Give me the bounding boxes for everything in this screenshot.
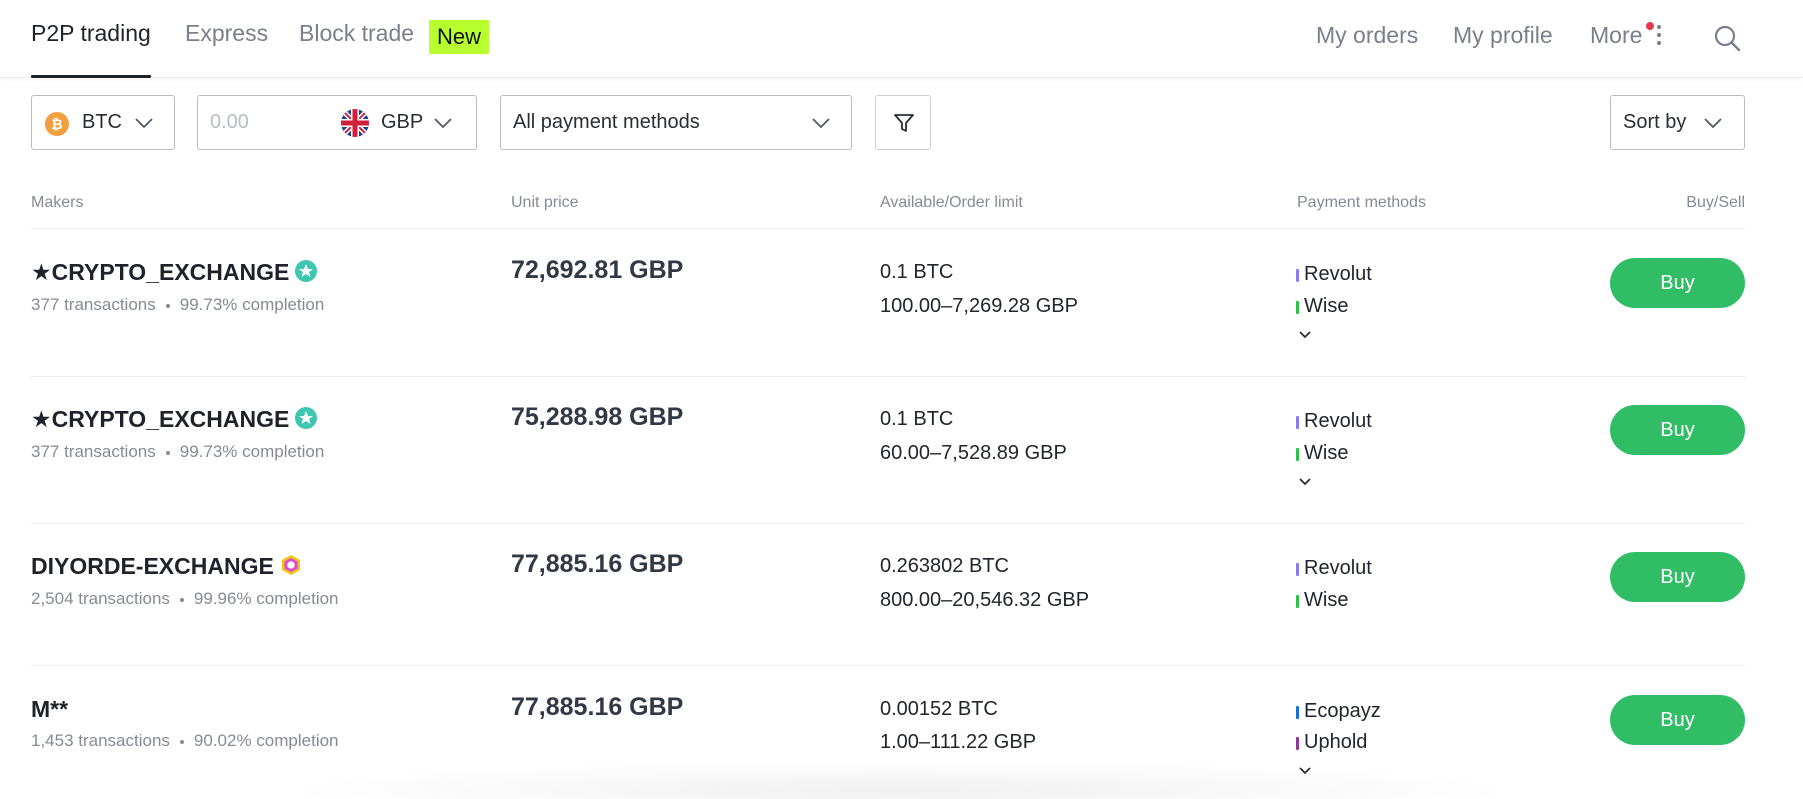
chevron-down-icon bbox=[434, 118, 452, 128]
maker-name[interactable]: M** bbox=[31, 696, 68, 723]
my-orders-link[interactable]: My orders bbox=[1316, 22, 1419, 48]
unit-price: 75,288.98 GBP bbox=[511, 403, 684, 431]
maker-name[interactable]: ★CRYPTO_EXCHANGE bbox=[31, 259, 318, 286]
uk-flag-icon bbox=[341, 109, 369, 137]
payment-method-revolut: Revolut bbox=[1296, 263, 1372, 286]
maker-stats: 1,453 transactions 90.02% completion bbox=[31, 731, 339, 751]
payment-method-wise: Wise bbox=[1296, 295, 1348, 318]
completion-rate: 99.73% completion bbox=[179, 295, 325, 314]
available-amount: 0.1 BTC bbox=[880, 408, 954, 430]
bitcoin-icon: ₿ bbox=[45, 112, 69, 136]
unit-price: 77,885.16 GBP bbox=[511, 693, 684, 721]
payment-method-wise: Wise bbox=[1296, 589, 1348, 612]
column-header-makers: Makers bbox=[31, 194, 84, 211]
transaction-count: 377 transactions bbox=[31, 295, 156, 314]
payment-method-ecopayz: Ecopayz bbox=[1296, 700, 1381, 723]
buy-button[interactable]: Buy bbox=[1610, 405, 1745, 455]
verified-star-badge-icon bbox=[295, 407, 318, 429]
payment-method-revolut: Revolut bbox=[1296, 410, 1372, 433]
unit-price: 77,885.16 GBP bbox=[511, 550, 684, 578]
more-dots-icon[interactable] bbox=[1656, 25, 1662, 51]
buy-button[interactable]: Buy bbox=[1610, 552, 1745, 602]
payment-method-wise: Wise bbox=[1296, 442, 1348, 465]
more-menu[interactable]: More bbox=[1590, 22, 1643, 48]
hexagon-badge-icon bbox=[281, 555, 300, 575]
available-amount: 0.00152 BTC bbox=[880, 698, 998, 720]
amount-currency-field[interactable]: 0.00 GBP bbox=[197, 95, 477, 150]
completion-rate: 90.02% completion bbox=[193, 731, 339, 750]
unit-price: 72,692.81 GBP bbox=[511, 256, 684, 284]
transaction-count: 1,453 transactions bbox=[31, 731, 170, 750]
column-header-unit-price: Unit price bbox=[511, 194, 579, 211]
chevron-down-icon bbox=[812, 118, 830, 128]
row-divider bbox=[31, 523, 1745, 524]
maker-name-text[interactable]: M** bbox=[31, 696, 69, 722]
header-divider bbox=[31, 228, 1745, 229]
my-profile-link[interactable]: My profile bbox=[1453, 22, 1553, 48]
filter-button[interactable] bbox=[875, 95, 931, 150]
available-amount: 0.263802 BTC bbox=[880, 555, 1009, 577]
amount-input[interactable]: 0.00 bbox=[210, 111, 249, 133]
order-limit: 800.00–20,546.32 GBP bbox=[880, 589, 1090, 611]
maker-name[interactable]: DIYORDE-EXCHANGE bbox=[31, 553, 303, 580]
row-divider bbox=[31, 665, 1745, 666]
tab-block-trade[interactable]: Block trade bbox=[299, 20, 415, 46]
search-icon[interactable] bbox=[1713, 24, 1741, 52]
maker-stats: 2,504 transactions 99.96% completion bbox=[31, 589, 339, 609]
chevron-down-icon bbox=[135, 118, 153, 128]
expand-methods-chevron-icon[interactable] bbox=[1298, 767, 1312, 775]
transaction-count: 377 transactions bbox=[31, 442, 156, 461]
order-limit: 1.00–111.22 GBP bbox=[880, 731, 1037, 753]
maker-name-text[interactable]: DIYORDE-EXCHANGE bbox=[31, 553, 274, 579]
expand-methods-chevron-icon[interactable] bbox=[1298, 478, 1312, 486]
column-header-available: Available/Order limit bbox=[880, 194, 1023, 211]
chevron-down-icon bbox=[1704, 118, 1722, 128]
filter-icon bbox=[894, 114, 914, 132]
notification-dot bbox=[1646, 22, 1654, 30]
transaction-count: 2,504 transactions bbox=[31, 589, 170, 608]
order-limit: 60.00–7,528.89 GBP bbox=[880, 442, 1067, 464]
column-header-buy-sell: Buy/Sell bbox=[1686, 194, 1745, 211]
order-limit: 100.00–7,269.28 GBP bbox=[880, 295, 1078, 317]
verified-star-badge-icon bbox=[295, 260, 318, 282]
maker-name-text[interactable]: ★CRYPTO_EXCHANGE bbox=[31, 259, 290, 285]
top-navigation: P2P trading Express Block trade New My o… bbox=[0, 0, 1803, 78]
available-amount: 0.1 BTC bbox=[880, 261, 954, 283]
completion-rate: 99.96% completion bbox=[193, 589, 339, 608]
completion-rate: 99.73% completion bbox=[179, 442, 325, 461]
tab-p2p-trading[interactable]: P2P trading bbox=[31, 20, 151, 78]
buy-button[interactable]: Buy bbox=[1610, 258, 1745, 308]
currency-value: GBP bbox=[381, 111, 424, 133]
crypto-select[interactable]: ₿ BTC bbox=[31, 95, 175, 150]
maker-name[interactable]: ★CRYPTO_EXCHANGE bbox=[31, 406, 318, 433]
expand-methods-chevron-icon[interactable] bbox=[1298, 331, 1312, 339]
payment-method-uphold: Uphold bbox=[1296, 731, 1367, 754]
new-badge: New bbox=[429, 20, 490, 54]
buy-button[interactable]: Buy bbox=[1610, 695, 1745, 745]
payment-method-revolut: Revolut bbox=[1296, 557, 1372, 580]
bottom-shadow bbox=[270, 760, 1530, 799]
maker-stats: 377 transactions 99.73% completion bbox=[31, 442, 324, 462]
crypto-select-value: BTC bbox=[82, 111, 122, 133]
row-divider bbox=[31, 376, 1745, 377]
column-header-payment: Payment methods bbox=[1297, 194, 1426, 211]
maker-name-text[interactable]: ★CRYPTO_EXCHANGE bbox=[31, 406, 290, 432]
payment-method-select[interactable]: All payment methods bbox=[500, 95, 852, 150]
sort-select[interactable]: Sort by bbox=[1610, 95, 1745, 150]
tab-express[interactable]: Express bbox=[185, 20, 269, 46]
maker-stats: 377 transactions 99.73% completion bbox=[31, 295, 324, 315]
payment-method-value: All payment methods bbox=[513, 111, 700, 133]
sort-select-value: Sort by bbox=[1623, 111, 1687, 133]
